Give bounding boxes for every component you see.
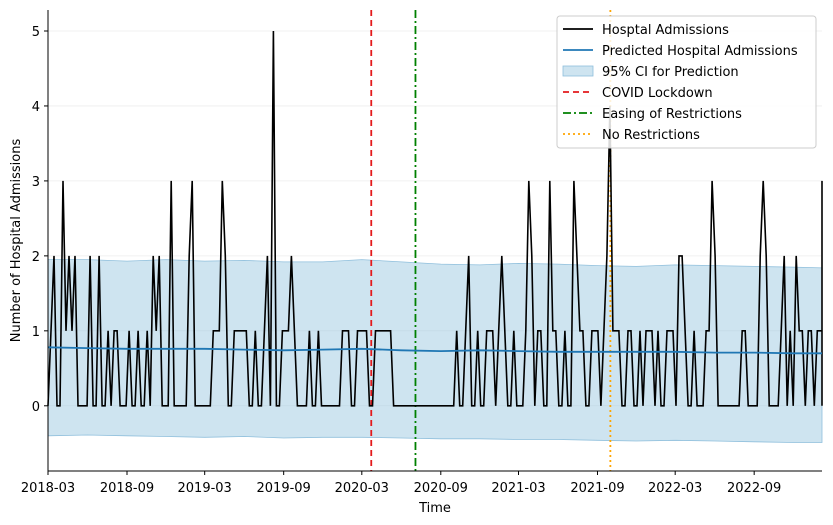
x-tick-label: 2022-03	[648, 481, 702, 496]
legend-label: 95% CI for Prediction	[602, 65, 739, 80]
x-tick-label: 2021-09	[570, 481, 624, 496]
y-tick-label: 0	[32, 400, 40, 415]
legend-swatch	[562, 65, 594, 77]
x-tick-label: 2021-03	[491, 481, 545, 496]
x-tick-label: 2022-09	[727, 481, 781, 496]
y-tick-label: 5	[32, 25, 40, 40]
x-tick-label: 2019-09	[257, 481, 311, 496]
x-tick-label: 2018-09	[100, 481, 154, 496]
series-line-predicted	[47, 346, 822, 355]
x-tick-label: 2020-09	[414, 481, 468, 496]
legend-box	[556, 15, 817, 149]
tick-labels: 0 1 2 3 4 5 2018-03 2018-09 2019-03 2019-09 2020-0…	[21, 25, 782, 496]
x-tick-label: 2018-03	[21, 481, 75, 496]
legend: Hosptal Admissions Predicted Hospital Adm…	[556, 15, 817, 149]
legend-label: Predicted Hospital Admissions	[602, 44, 798, 59]
legend-label: Easing of Restrictions	[602, 107, 742, 122]
y-axis-title: Number of Hospital Admissions	[9, 139, 24, 343]
y-tick-label: 3	[32, 175, 40, 190]
x-tick-label: 2020-03	[335, 481, 389, 496]
axes	[47, 10, 822, 472]
series-lines	[47, 30, 823, 407]
legend-label: Hosptal Admissions	[602, 23, 729, 38]
x-axis-title: Time	[418, 501, 451, 516]
y-tick-label: 2	[32, 250, 40, 265]
y-tick-label: 1	[32, 325, 40, 340]
legend-label: COVID Lockdown	[602, 86, 713, 101]
series-line-admissions	[47, 30, 823, 407]
x-tick-label: 2019-03	[178, 481, 232, 496]
y-tick-label: 4	[32, 100, 40, 115]
legend-label: No Restrictions	[602, 128, 700, 143]
